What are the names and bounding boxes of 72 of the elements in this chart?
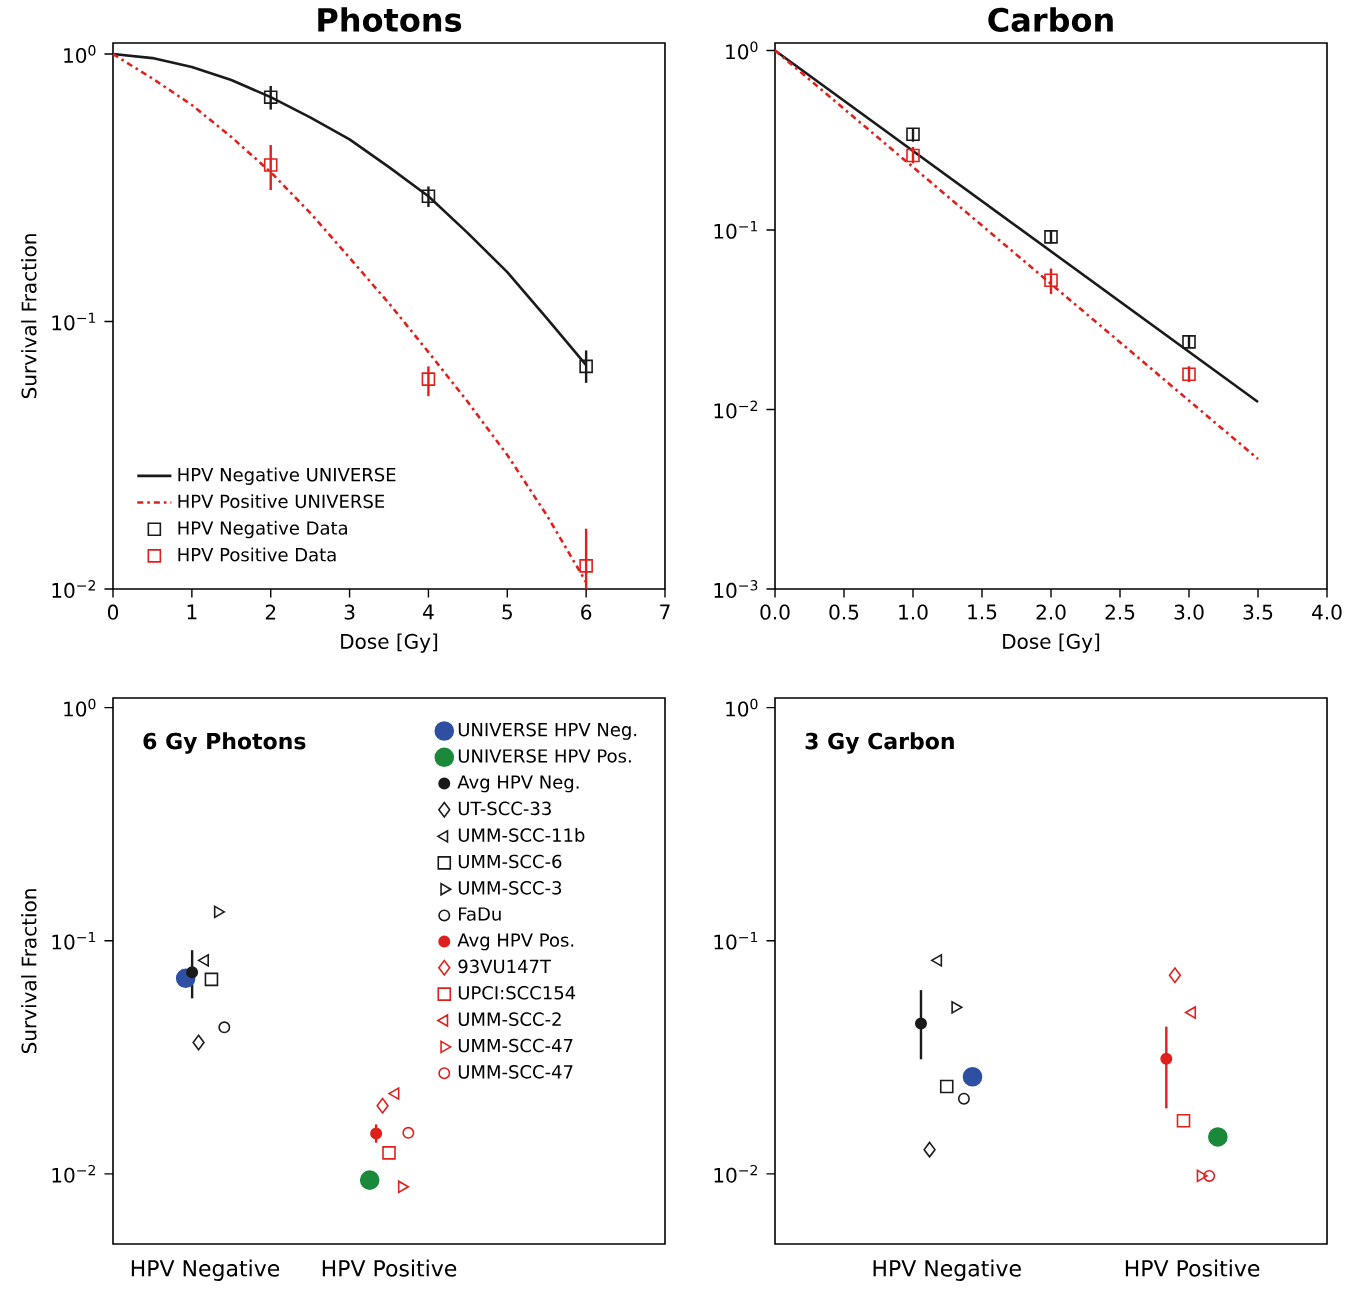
x-tick-label: 7 — [660, 604, 670, 620]
y-tick-label: 10$^{−2}$ — [714, 1164, 757, 1183]
x-tick-label: 1 — [187, 604, 197, 620]
legend-label: UPCI:SCC154 — [458, 985, 576, 1000]
y-tick-label: 10$^{−1}$ — [52, 931, 96, 950]
chart-title: Photons — [318, 7, 462, 32]
point — [1182, 367, 1196, 382]
x-tick-label: 1.5 — [968, 604, 997, 620]
legend-label: Avg HPV Pos. — [457, 933, 574, 951]
legend-label: Avg HPV Neg. — [457, 775, 579, 793]
legend-label: HPV Positive UNIVERSE — [178, 494, 385, 509]
x-tick-label: 4 — [423, 604, 434, 620]
legend-label: UMM-SCC-47 — [458, 1038, 573, 1053]
legend-label: UNIVERSE HPV Neg. — [458, 722, 637, 740]
legend-label: UMM-SCC-3 — [458, 881, 562, 895]
legend-label: HPV Negative UNIVERSE — [178, 467, 396, 485]
x-tick-label: HPV Negative — [131, 1259, 280, 1281]
point — [1182, 335, 1196, 349]
x-tick-label: 3 — [344, 604, 355, 620]
chart-title: Carbon — [988, 7, 1113, 32]
y-tick-label: 10$^{−2}$ — [52, 1164, 95, 1183]
point — [263, 90, 278, 104]
x-tick-label: 2.0 — [1036, 604, 1066, 620]
legend-label: FaDu — [459, 907, 501, 921]
x-tick-label: 4.0 — [1312, 604, 1342, 620]
point — [579, 559, 593, 573]
x-tick-label: 3.0 — [1174, 604, 1204, 620]
x-tick-label: 0.5 — [829, 604, 859, 620]
point — [579, 359, 593, 374]
legend-label: UNIVERSE HPV Pos. — [458, 749, 631, 763]
legend-label: UMM-SCC-6 — [458, 854, 562, 869]
y-axis-title: Survival Fraction — [21, 234, 37, 399]
x-tick-label: 0 — [107, 604, 119, 620]
y-tick-label: 10$^{0}$ — [726, 41, 758, 60]
legend-label: HPV Negative Data — [178, 520, 347, 539]
x-tick-label: HPV Negative — [873, 1259, 1021, 1281]
point — [906, 148, 920, 163]
y-tick-label: 10$^{−1}$ — [714, 931, 758, 950]
legend-label: UMM-SCC-11b — [458, 827, 585, 842]
x-tick-label: 3.5 — [1243, 604, 1273, 620]
y-tick-label: 10$^{0}$ — [64, 45, 96, 64]
x-tick-label: 1.0 — [899, 604, 928, 620]
legend-label: UMM-SCC-47 — [458, 1065, 573, 1079]
x-axis-title: Dose [Gy] — [1003, 633, 1100, 653]
y-tick-label: 10$^{−2}$ — [52, 580, 95, 598]
x-tick-label: HPV Positive — [322, 1259, 457, 1277]
x-axis-title: Dose [Gy] — [341, 633, 438, 653]
x-tick-label: 2 — [265, 604, 276, 620]
annotation: 6 Gy Photons — [143, 732, 306, 754]
point — [421, 189, 436, 204]
legend-label: HPV Positive Data — [178, 547, 336, 562]
x-tick-label: HPV Positive — [1125, 1259, 1260, 1277]
legend-label: 93VU147T — [458, 959, 552, 974]
y-tick-label: 10$^{−1}$ — [714, 221, 758, 239]
x-tick-label: 5 — [502, 604, 512, 620]
x-tick-label: 6 — [581, 604, 592, 620]
y-tick-label: 10$^{−1}$ — [52, 312, 96, 331]
point — [906, 127, 920, 142]
x-tick-label: 2.5 — [1105, 604, 1135, 620]
point — [1044, 273, 1058, 287]
point — [421, 372, 436, 386]
x-tick-label: 0.0 — [760, 604, 790, 620]
y-axis-title: Survival Fraction — [21, 889, 37, 1054]
y-tick-label: 10$^{−2}$ — [714, 400, 757, 419]
y-tick-label: 10$^{0}$ — [64, 698, 96, 717]
legend-label: UMM-SCC-2 — [458, 1012, 561, 1026]
legend-label: UT-SCC-33 — [458, 801, 551, 816]
point — [263, 158, 278, 172]
point — [1044, 230, 1058, 244]
y-tick-label: 10$^{−3}$ — [714, 580, 758, 598]
y-tick-label: 10$^{0}$ — [726, 698, 758, 717]
annotation: 3 Gy Carbon — [805, 732, 954, 754]
